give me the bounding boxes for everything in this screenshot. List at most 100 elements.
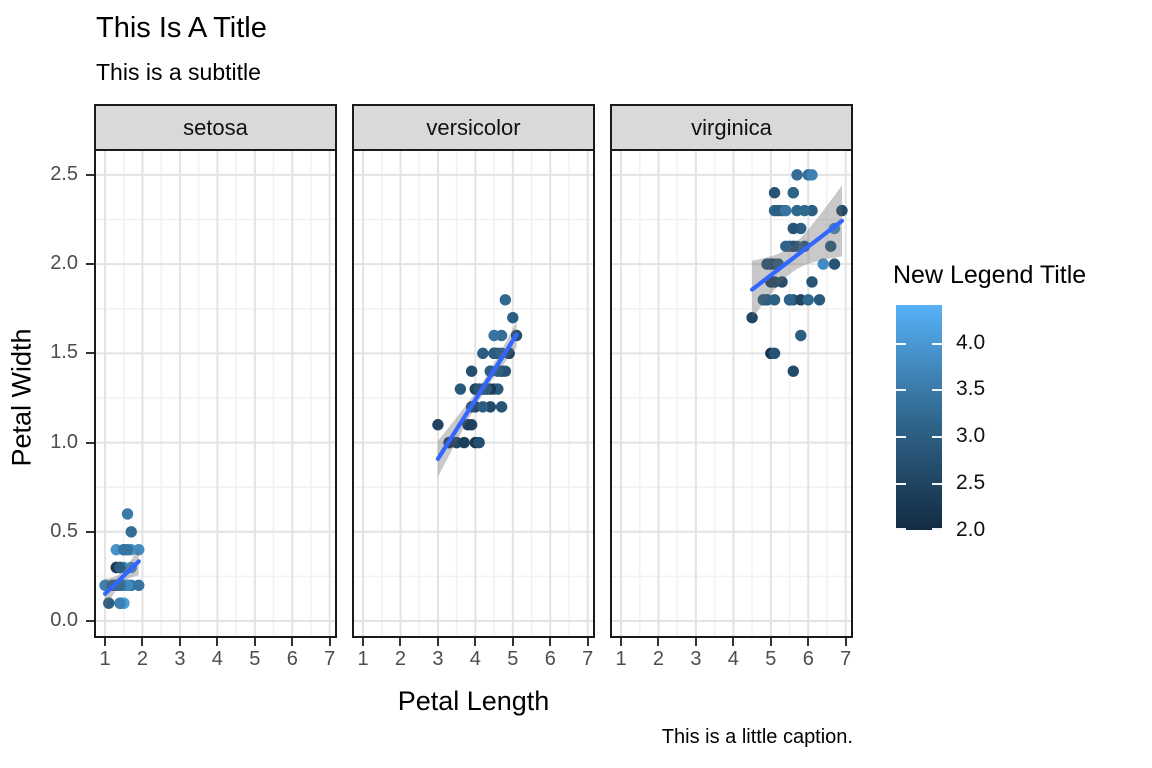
scatter-point (806, 169, 818, 181)
legend-tick (932, 436, 942, 439)
scatter-point (806, 276, 818, 288)
scatter-point (121, 508, 134, 520)
scatter-point (507, 311, 519, 324)
legend-gradient-bar (896, 305, 942, 530)
scatter-point (757, 294, 770, 306)
smooth-line (749, 218, 845, 292)
legend-tick (896, 342, 906, 345)
y-axis-tick-label: 0.0 (50, 609, 78, 632)
scatter-point (465, 365, 478, 377)
scatter-point (828, 258, 841, 270)
x-axis-tick (549, 638, 552, 646)
facet-panel-setosa (94, 149, 337, 638)
scatter-point (114, 561, 126, 574)
y-axis-tick-label: 0.5 (50, 519, 78, 542)
scatter-point (813, 294, 826, 306)
scatter-point (477, 401, 489, 413)
y-axis-tick-label: 2.5 (50, 162, 78, 185)
panel-border (610, 149, 853, 638)
facet-strip-setosa: setosa (94, 104, 337, 149)
scatter-point (454, 383, 467, 395)
scatter-point (783, 294, 796, 306)
x-axis-tick (399, 638, 402, 646)
x-axis-tick (620, 638, 623, 646)
scatter-point (787, 365, 799, 377)
y-axis-tick (86, 530, 94, 533)
x-axis-tick-label: 6 (544, 648, 556, 670)
scatter-point (787, 187, 799, 199)
y-axis-tick (86, 352, 94, 355)
x-axis-tick (328, 638, 331, 646)
scatter-point (133, 579, 145, 592)
scatter-point (495, 401, 508, 413)
scatter-point (477, 347, 489, 360)
x-axis-tick-label: 3 (432, 648, 444, 670)
x-axis-tick (474, 638, 477, 646)
plot-caption: This is a little caption. (661, 726, 853, 748)
scatter-point (787, 222, 799, 235)
minor-gridlines (94, 149, 337, 638)
legend-tick (932, 483, 942, 486)
legend-tick-label: 4.0 (956, 330, 986, 354)
legend-tick (896, 528, 906, 530)
x-axis-tick (807, 638, 810, 646)
minor-gridlines (352, 149, 595, 638)
legend-tick (932, 342, 942, 345)
x-axis-tick (362, 638, 365, 646)
scatter-point (761, 258, 773, 270)
y-axis-tick (86, 173, 94, 176)
x-axis-tick-label: 2 (652, 648, 665, 670)
smooth-line (102, 559, 141, 596)
x-axis-tick-label: 7 (324, 648, 336, 670)
scatter-point (798, 204, 811, 217)
legend-tick-label: 2.0 (956, 518, 986, 541)
scatter-point (103, 597, 115, 609)
scatter-point (432, 419, 444, 431)
legend-title: New Legend Title (893, 261, 1087, 289)
scatter-point (791, 169, 803, 181)
x-axis-tick (253, 638, 256, 646)
legend-tick (932, 389, 942, 392)
x-axis-tick-label: 6 (802, 648, 814, 670)
scatter-point (133, 543, 145, 556)
facet-panel-versicolor (352, 149, 595, 638)
panel-border (352, 149, 595, 638)
major-gridlines (610, 149, 853, 638)
confidence-band (752, 185, 842, 319)
scatter-points (746, 169, 848, 377)
smooth-line (435, 332, 519, 461)
x-axis-tick (436, 638, 439, 646)
scatter-point (780, 204, 792, 217)
legend-tick-label: 3.5 (956, 377, 986, 401)
scatter-point (125, 526, 137, 538)
x-axis-tick-label: 7 (840, 648, 852, 670)
legend-tick (932, 528, 942, 530)
y-axis-tick-label: 2.0 (50, 252, 78, 275)
x-axis-tick (141, 638, 144, 646)
scatter-point (817, 258, 829, 270)
minor-gridlines (610, 149, 853, 638)
scatter-point (118, 543, 130, 556)
x-axis-tick (104, 638, 107, 646)
x-axis-tick-label: 6 (286, 648, 298, 670)
x-axis-tick (511, 638, 514, 646)
plot-title: This Is A Title (96, 12, 267, 44)
x-axis-tick-label: 5 (765, 648, 777, 670)
scatter-points (99, 508, 145, 609)
y-axis-tick-label: 1.5 (50, 341, 78, 364)
scatter-point (114, 597, 126, 609)
scatter-point (795, 329, 807, 342)
scatter-point (780, 240, 792, 252)
scatter-point (768, 347, 781, 360)
x-axis-tick-label: 7 (582, 648, 594, 670)
x-axis-tick-label: 4 (469, 648, 481, 670)
legend-tick (896, 483, 906, 486)
x-axis-tick (291, 638, 294, 646)
scatter-point (458, 436, 470, 449)
y-axis-title: Petal Width (6, 328, 37, 467)
x-axis-title: Petal Length (397, 686, 550, 716)
x-axis-tick-label: 3 (174, 648, 186, 670)
x-axis-tick-label: 1 (615, 648, 627, 670)
x-axis-tick-label: 4 (727, 648, 739, 670)
scatter-point (802, 294, 814, 306)
